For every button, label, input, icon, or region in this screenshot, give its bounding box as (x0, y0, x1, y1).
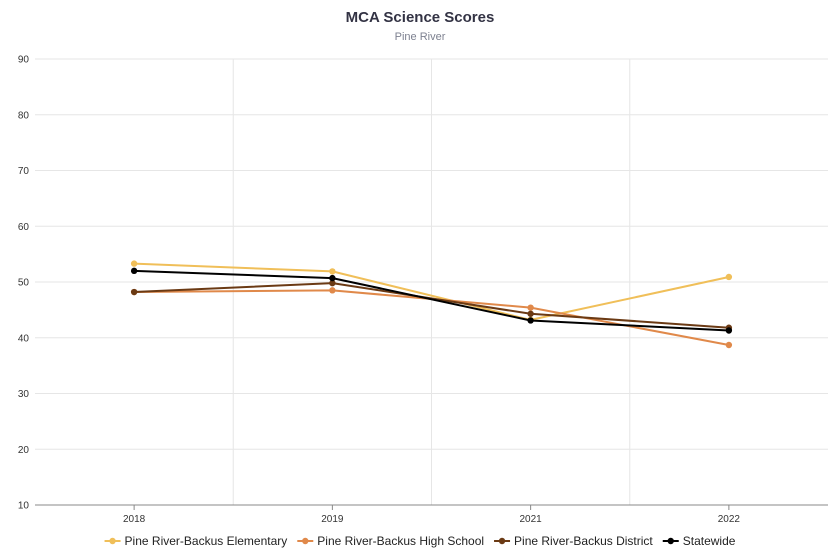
legend-item-pine-river-backus-elementary[interactable]: Pine River-Backus Elementary (104, 534, 288, 548)
legend[interactable]: Pine River-Backus Elementary Pine River-B… (104, 534, 736, 548)
y-tick-label: 40 (18, 333, 30, 344)
data-point[interactable] (527, 304, 534, 311)
legend-label: Pine River-Backus Elementary (125, 534, 288, 548)
legend-item-pine-river-backus-district[interactable]: Pine River-Backus District (494, 534, 653, 548)
series-line (133, 269, 730, 332)
legend-item-pine-river-backus-high-school[interactable]: Pine River-Backus High School (297, 534, 484, 548)
chart-title: MCA Science Scores (346, 9, 495, 26)
data-point[interactable] (329, 279, 336, 287)
legend-swatch-dot (302, 537, 309, 545)
legend-swatch-dot (498, 537, 506, 545)
y-tick-label: 10 (18, 501, 30, 512)
legend-label: Statewide (683, 534, 736, 548)
data-point[interactable] (725, 327, 733, 334)
y-tick-label: 20 (18, 445, 30, 456)
x-tick-label: 2021 (520, 514, 543, 525)
series-line (133, 262, 730, 321)
data-point[interactable] (725, 341, 733, 349)
legend-label: Pine River-Backus District (514, 534, 653, 548)
y-tick-label: 50 (18, 278, 30, 289)
series-statewide (130, 267, 733, 334)
data-point[interactable] (130, 267, 138, 275)
x-tick-label: 2022 (718, 514, 741, 525)
axes: 10 20 30 40 50 60 70 80 90 2018 2019 2021 2022 (18, 55, 828, 525)
chart-subtitle: Pine River (395, 31, 446, 43)
legend-item-statewide[interactable]: Statewide (662, 534, 736, 548)
y-tick-label: 80 (18, 110, 30, 121)
data-point[interactable] (527, 317, 534, 324)
x-tick-label: 2019 (321, 514, 344, 525)
y-tick-label: 70 (18, 166, 30, 177)
series-group (130, 260, 733, 349)
data-point[interactable] (130, 288, 138, 296)
data-point[interactable] (725, 273, 733, 281)
y-tick-label: 60 (18, 222, 30, 233)
legend-swatch-dot (109, 537, 116, 545)
data-point[interactable] (329, 268, 336, 275)
data-point[interactable] (329, 287, 336, 294)
data-point[interactable] (130, 260, 138, 267)
grid (35, 58, 828, 506)
y-tick-label: 90 (18, 55, 30, 66)
x-tick-label: 2018 (123, 514, 146, 525)
data-point[interactable] (329, 274, 336, 282)
y-tick-label: 30 (18, 389, 30, 400)
legend-swatch-dot (667, 537, 674, 545)
data-point[interactable] (527, 310, 534, 317)
legend-label: Pine River-Backus High School (317, 534, 484, 548)
